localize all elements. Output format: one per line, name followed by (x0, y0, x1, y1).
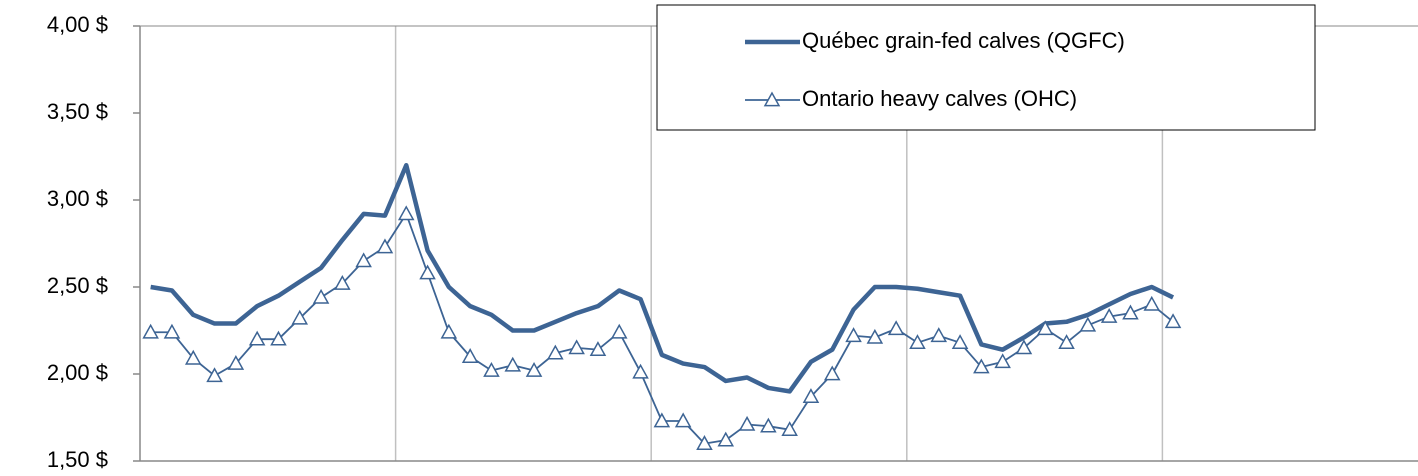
point-marker (504, 356, 522, 372)
point-marker (909, 334, 926, 350)
point-marker (845, 327, 862, 343)
point-marker (1058, 334, 1075, 350)
point-marker (291, 309, 309, 325)
point-marker (248, 330, 266, 346)
point-marker (973, 358, 990, 374)
point-marker (1164, 313, 1182, 329)
y-tick-label: 2,00 $ (47, 360, 108, 385)
point-marker (802, 388, 820, 403)
point-marker (1015, 339, 1033, 355)
point-marker (781, 421, 798, 437)
point-marker (440, 323, 458, 339)
legend: Québec grain-fed calves (QGFC) Ontario he… (656, 4, 1316, 131)
y-tick-label: 1,50 $ (47, 447, 108, 472)
point-marker (632, 363, 649, 379)
point-marker (610, 323, 628, 339)
point-marker (760, 417, 777, 433)
y-tick-label: 3,00 $ (47, 186, 108, 211)
point-marker (142, 323, 159, 339)
point-marker (1122, 304, 1139, 320)
legend-box (656, 4, 1316, 131)
point-marker (334, 274, 351, 290)
y-tick-label: 4,00 $ (47, 12, 108, 37)
point-marker (270, 330, 287, 346)
point-marker (397, 205, 415, 221)
point-marker (1036, 320, 1054, 336)
y-tick-label: 3,50 $ (47, 99, 108, 124)
point-marker (653, 412, 671, 428)
point-marker (312, 288, 330, 304)
point-marker (568, 339, 585, 355)
point-marker (525, 361, 543, 377)
point-marker (930, 327, 948, 343)
point-marker (419, 264, 436, 280)
point-marker (483, 361, 500, 377)
point-marker (163, 323, 181, 339)
point-marker (674, 412, 692, 428)
point-marker (227, 355, 245, 370)
point-marker (547, 344, 564, 360)
series-line (150, 213, 1174, 445)
point-marker (994, 353, 1011, 369)
legend-label: Québec grain-fed calves (QGFC) (802, 28, 1125, 53)
legend-marker (763, 91, 781, 107)
point-marker (696, 435, 713, 450)
point-marker (376, 238, 394, 254)
point-marker (717, 431, 735, 447)
point-marker (1100, 308, 1118, 323)
point-marker (355, 252, 372, 268)
point-marker (951, 334, 969, 350)
point-marker (1079, 316, 1097, 332)
point-marker (589, 341, 607, 356)
legend-label: Ontario heavy calves (OHC) (802, 86, 1077, 111)
point-marker (738, 415, 756, 431)
series-line (150, 162, 1175, 394)
point-marker (206, 367, 223, 383)
y-tick-label: 2,50 $ (47, 273, 108, 298)
point-marker (184, 349, 202, 365)
point-marker (866, 328, 884, 344)
point-marker (461, 348, 479, 363)
point-marker (1143, 295, 1161, 311)
point-marker (887, 320, 905, 336)
point-marker (823, 365, 841, 381)
